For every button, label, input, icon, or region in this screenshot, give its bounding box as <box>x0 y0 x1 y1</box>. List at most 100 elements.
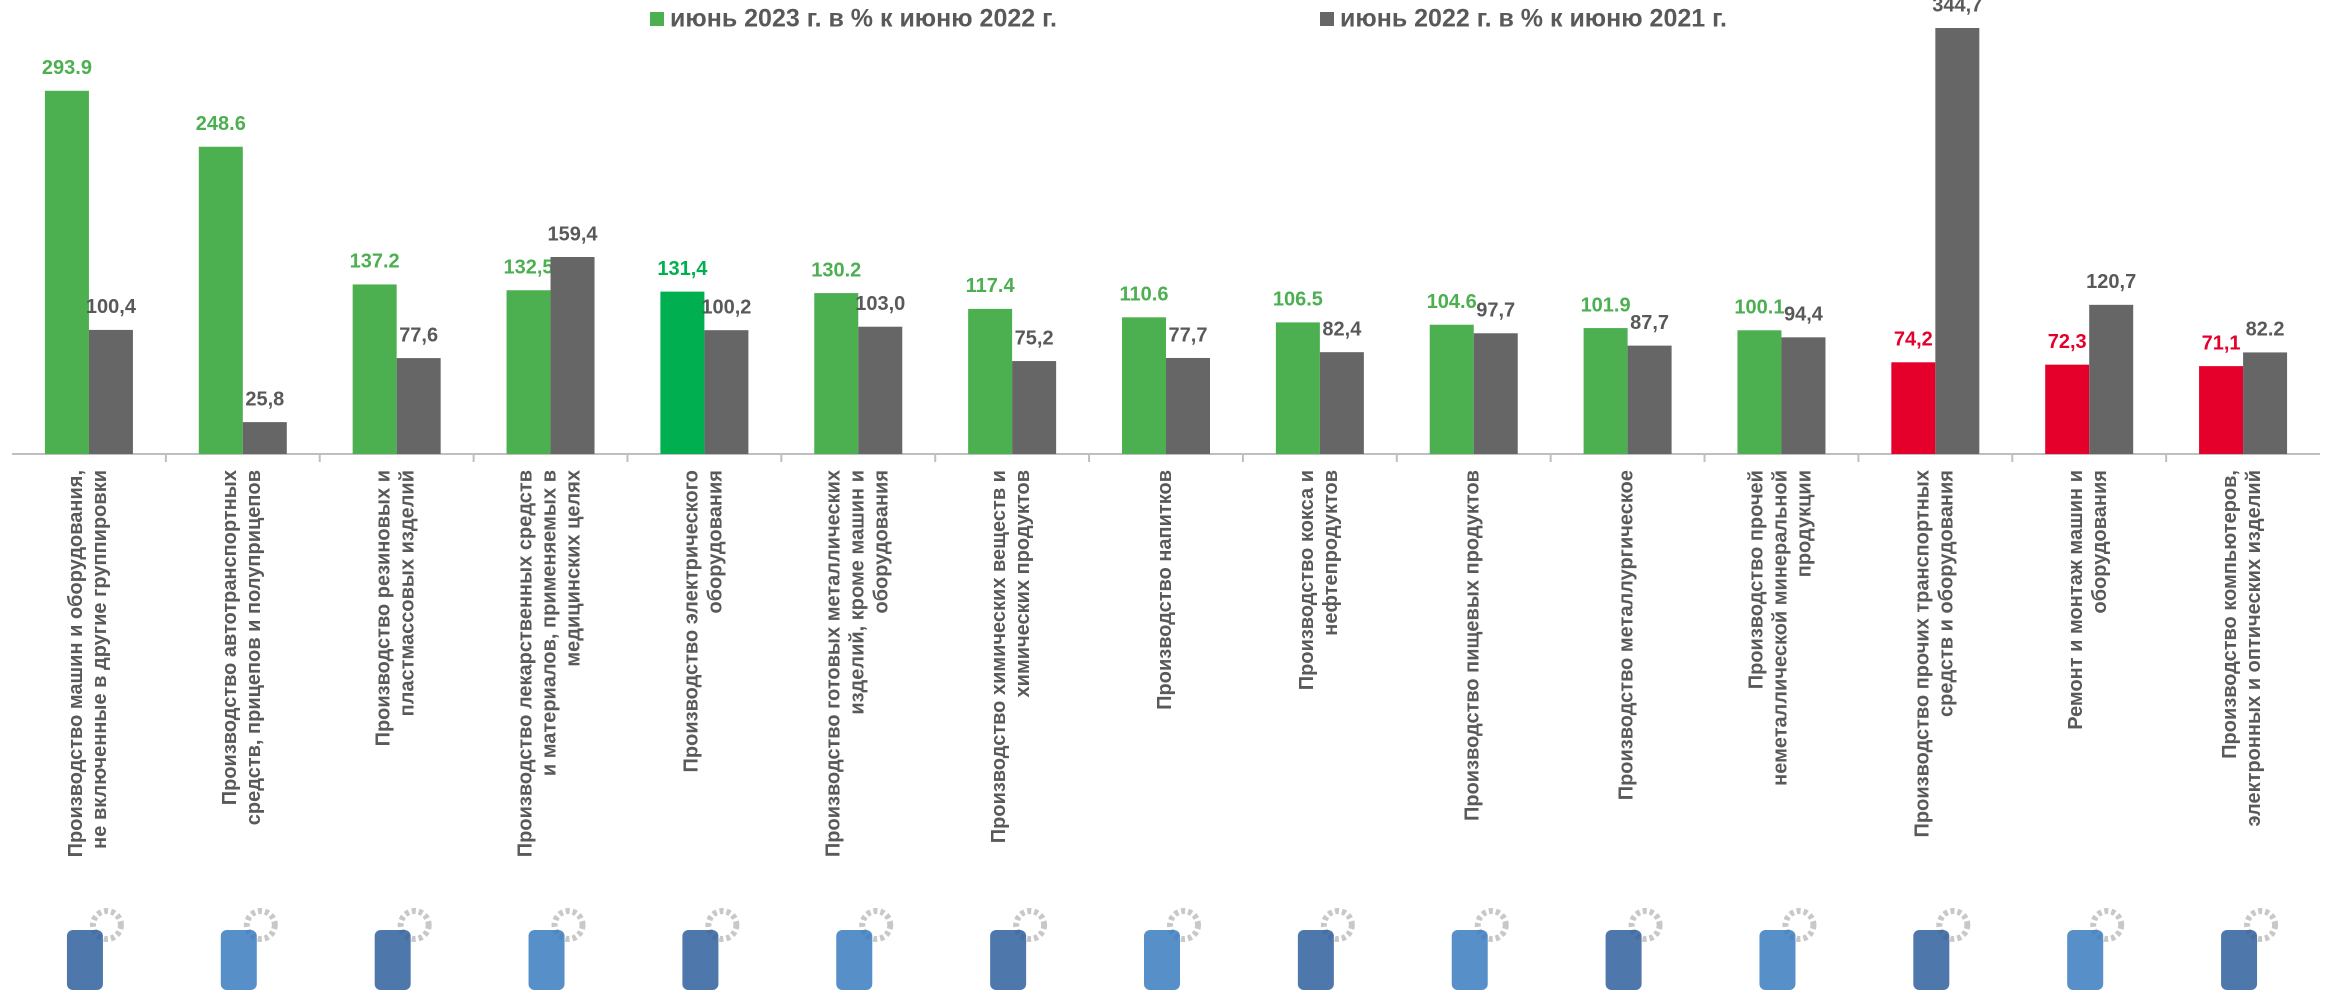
icon-body <box>1606 930 1642 990</box>
icon-body <box>990 930 1026 990</box>
x-tick-label: Производство автотранспортных средств, п… <box>219 470 265 831</box>
x-tick-label-line: Производство металлургическое <box>1616 470 1638 800</box>
x-tick-label: Производство машин и оборудования, не вк… <box>65 470 111 857</box>
x-tick-label-line: Производство компьютеров, <box>2219 470 2241 759</box>
value-label: 137.2 <box>350 251 400 273</box>
category-icon <box>1759 911 1813 990</box>
value-label: 104.6 <box>1427 291 1477 313</box>
value-label: 87,7 <box>1630 312 1669 334</box>
x-tick-label-line: Производство кокса и <box>1296 470 1318 690</box>
bar <box>1430 325 1474 454</box>
legend-label: июнь 2022 г. в % к июню 2021 г. <box>1340 5 1727 33</box>
value-label: 25,8 <box>245 388 284 410</box>
icon-body <box>2067 930 2103 990</box>
x-tick-label: Производство прочих транспортных средств… <box>1912 470 1958 837</box>
bar <box>2089 305 2133 454</box>
value-label: 106.5 <box>1273 289 1323 311</box>
bar <box>1474 333 1518 454</box>
bar <box>1276 322 1320 454</box>
bar <box>968 309 1012 454</box>
x-tick-label-line: Производство автотранспортных <box>219 470 241 805</box>
icon-body <box>682 930 718 990</box>
value-label: 248.6 <box>196 113 246 135</box>
value-label: 94,4 <box>1784 304 1824 326</box>
value-label: 131,4 <box>657 258 708 280</box>
bar <box>1012 361 1056 454</box>
x-tick-label: Производство резиновых и пластмассовых и… <box>373 470 419 746</box>
x-tick-label-line: Производство лекарственных средств <box>515 470 537 857</box>
x-tick-label-line: Производство прочих транспортных <box>1912 470 1934 837</box>
x-tick-label-line: электронных и оптических изделий <box>2243 470 2265 832</box>
bar <box>397 358 441 454</box>
x-tick-label-line: продукции <box>1794 470 1816 583</box>
value-label: 100.1 <box>1734 297 1784 319</box>
x-tick-label-line: Производство электрического <box>681 470 703 772</box>
category-icon <box>836 911 890 990</box>
category-icon <box>221 911 275 990</box>
icon-body <box>1913 930 1949 990</box>
bar <box>1737 330 1781 454</box>
bar <box>1320 352 1364 454</box>
x-tick-label: Ремонт и монтаж машин и оборудования <box>2065 470 2111 730</box>
category-icon <box>1913 911 1967 990</box>
x-tick-label-line: Производство пищевых продуктов <box>1462 470 1484 821</box>
value-label: 72,3 <box>2048 331 2087 353</box>
icon-body <box>1298 930 1334 990</box>
x-tick-label-line: Производство напитков <box>1154 470 1176 710</box>
x-tick-label: Производство прочей неметаллической мине… <box>1746 470 1816 791</box>
x-tick-label-line: Производство прочей <box>1746 470 1768 689</box>
value-label: 77,7 <box>1169 324 1208 346</box>
x-tick-label-line: нефтепродуктов <box>1320 470 1342 641</box>
icon-body <box>1144 930 1180 990</box>
icon-body <box>375 930 411 990</box>
legend-swatch <box>1320 12 1334 26</box>
bar <box>199 147 243 454</box>
value-label: 132,5 <box>504 257 554 279</box>
x-tick-label: Производство готовых металлических издел… <box>823 470 893 857</box>
bar <box>2199 366 2243 454</box>
x-tick-label: Производство компьютеров, электронных и … <box>2219 470 2265 832</box>
value-label: 110.6 <box>1120 284 1169 306</box>
value-label: 75,2 <box>1015 327 1054 349</box>
bar <box>2045 365 2089 454</box>
icon-body <box>529 930 565 990</box>
x-tick-label-line: Производство машин и оборудования, <box>65 470 87 857</box>
x-tick-label: Производство электрического оборудования <box>681 470 727 772</box>
category-icon <box>1298 911 1352 990</box>
value-label: 100,2 <box>701 296 751 318</box>
x-tick-label: Производство пищевых продуктов <box>1462 470 1484 821</box>
value-label: 159,4 <box>548 223 599 245</box>
category-icon <box>1606 911 1660 990</box>
value-label: 130.2 <box>811 259 861 281</box>
body: {"chart_data": {"type": "bar", "categori… <box>0 0 2329 1006</box>
legend-label: июнь 2023 г. в % к июню 2022 г. <box>670 5 1057 33</box>
icon-body <box>67 930 103 990</box>
x-tick-label-line: химических продуктов <box>1012 470 1034 703</box>
chart: июнь 2023 г. в % к июню 2022 г. июнь 2022… <box>0 0 2329 1006</box>
category-icon <box>375 911 429 990</box>
bar <box>814 293 858 454</box>
bar <box>507 290 551 454</box>
value-label: 101.9 <box>1581 294 1631 316</box>
bar <box>704 330 748 454</box>
x-tick-label-line: и материалов, применяемых в <box>539 470 561 782</box>
x-tick-label-line: пластмассовых изделий <box>397 470 419 722</box>
bar <box>89 330 133 454</box>
x-tick-label-line: не включенные в другие группировки <box>89 470 111 854</box>
bar <box>1935 28 1979 454</box>
icon-body <box>1452 930 1488 990</box>
category-icon <box>1452 911 1506 990</box>
value-label: 293.9 <box>42 57 92 79</box>
x-tick-label: Производство металлургическое <box>1616 470 1638 800</box>
value-label: 74,2 <box>1894 329 1933 351</box>
category-icon <box>529 911 583 990</box>
x-tick-label-line: оборудования <box>871 470 893 619</box>
bar <box>1166 358 1210 454</box>
bar <box>353 284 397 454</box>
x-tick-label: Производство химических веществ и химиче… <box>988 470 1034 843</box>
value-label: 71,1 <box>2202 332 2241 354</box>
value-label: 344,7 <box>1932 0 1982 16</box>
value-label: 82.2 <box>2246 319 2285 341</box>
bar <box>551 257 595 454</box>
x-tick-label-line: средств и оборудования <box>1936 470 1958 723</box>
